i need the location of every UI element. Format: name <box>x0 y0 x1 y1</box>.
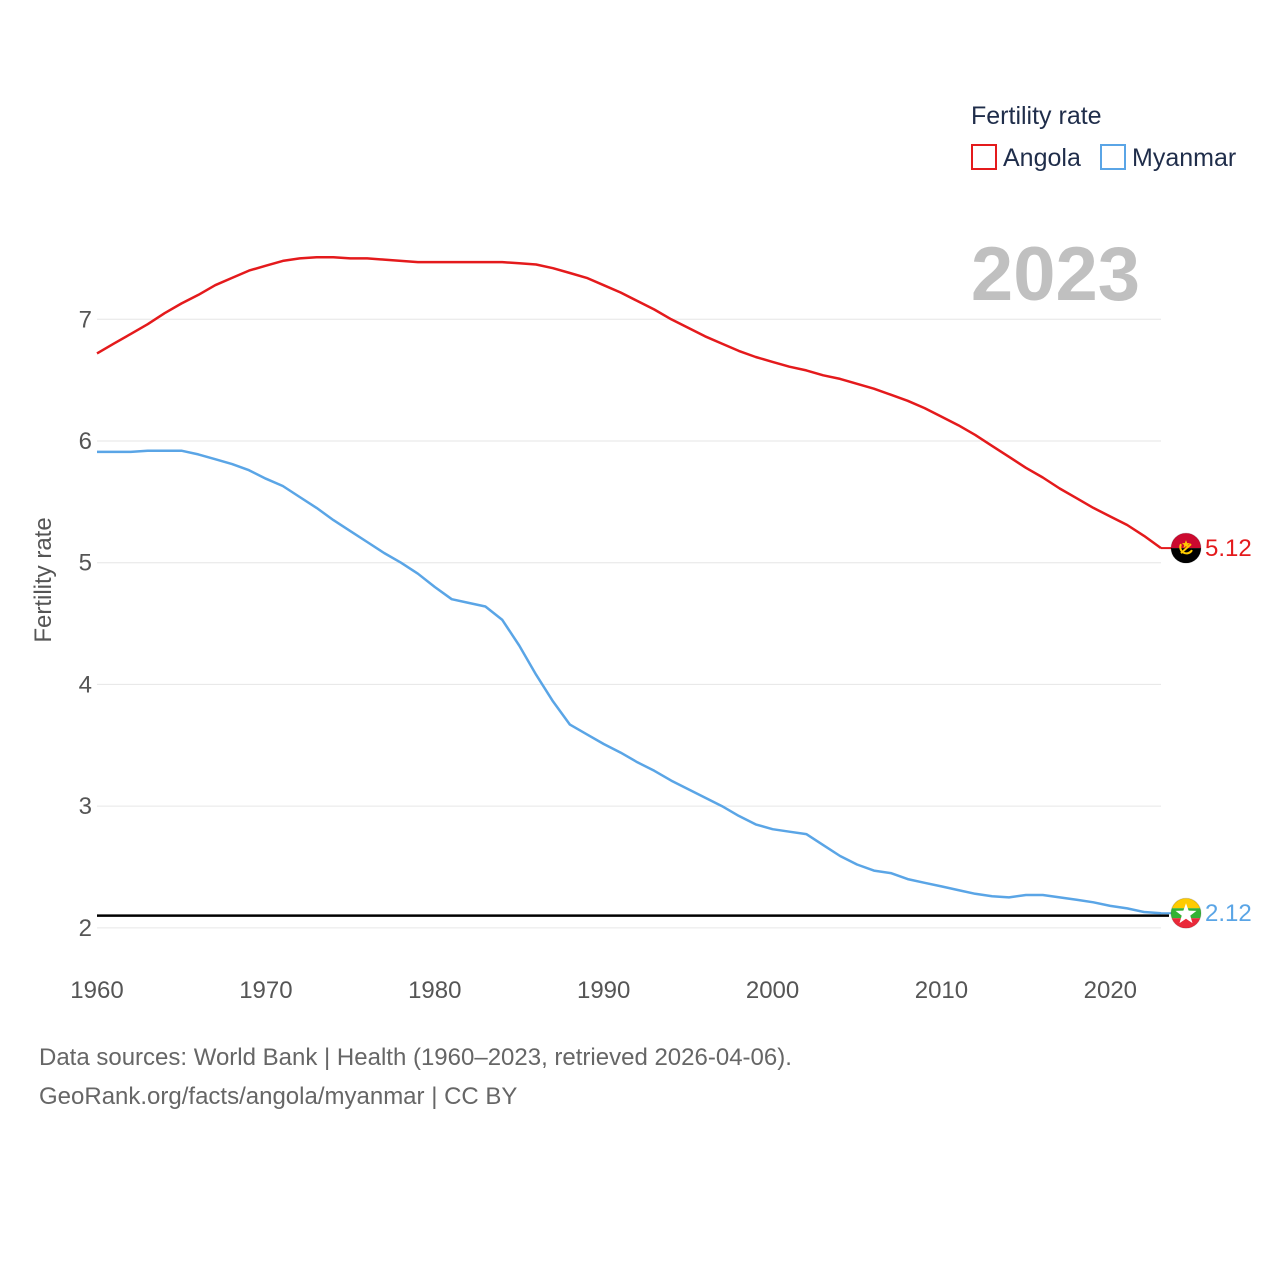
legend-item-myanmar[interactable]: Myanmar <box>1100 144 1236 172</box>
x-tick-label-2010: 2010 <box>915 977 968 1004</box>
x-tick-label-1980: 1980 <box>408 977 461 1004</box>
y-tick-label-6: 6 <box>79 428 92 455</box>
series-line-angola[interactable] <box>96 255 1162 550</box>
line-chart: 2 3 4 5 6 7 1960 1970 1980 1990 2000 2010 2020 Fert… <box>30 102 1252 1004</box>
series-line-myanmar[interactable] <box>97 449 1162 915</box>
x-tick-label-2000: 2000 <box>746 977 799 1004</box>
x-axis-ticks: 1960 1970 1980 1990 2000 2010 2020 <box>70 977 1137 1004</box>
y-tick-label-5: 5 <box>79 550 92 577</box>
end-markers: 5.12 2.12 <box>1161 532 1252 929</box>
legend-item-angola[interactable]: Angola <box>971 144 1081 172</box>
y-tick-label-4: 4 <box>79 671 92 698</box>
legend-label-myanmar: Myanmar <box>1132 144 1236 172</box>
legend-title: Fertility rate <box>971 102 1102 130</box>
y-axis-ticks: 2 3 4 5 6 7 <box>79 306 92 942</box>
angola-flag-icon <box>1170 532 1202 564</box>
legend[interactable]: Fertility rate Angola Myanmar <box>971 102 1236 172</box>
footer-sources: Data sources: World Bank | Health (1960–… <box>39 1044 792 1071</box>
legend-label-angola: Angola <box>1003 144 1081 172</box>
y-tick-label-3: 3 <box>79 793 92 820</box>
y-axis-title: Fertility rate <box>30 517 57 642</box>
x-tick-label-1990: 1990 <box>577 977 630 1004</box>
current-year-label: 2023 <box>971 232 1140 317</box>
legend-swatch-myanmar <box>1100 144 1126 170</box>
x-tick-label-1960: 1960 <box>70 977 123 1004</box>
series-group <box>96 255 1162 915</box>
footer-attribution[interactable]: GeoRank.org/facts/angola/myanmar | CC BY <box>39 1083 518 1110</box>
gridlines <box>97 318 1161 929</box>
y-tick-label-7: 7 <box>79 306 92 333</box>
end-value-label-angola: 5.12 <box>1205 535 1252 562</box>
myanmar-flag-icon <box>1170 897 1202 929</box>
y-tick-label-2: 2 <box>79 915 92 942</box>
x-tick-label-2020: 2020 <box>1084 977 1137 1004</box>
legend-swatch-angola <box>971 144 997 170</box>
end-value-label-myanmar: 2.12 <box>1205 900 1252 927</box>
x-tick-label-1970: 1970 <box>239 977 292 1004</box>
